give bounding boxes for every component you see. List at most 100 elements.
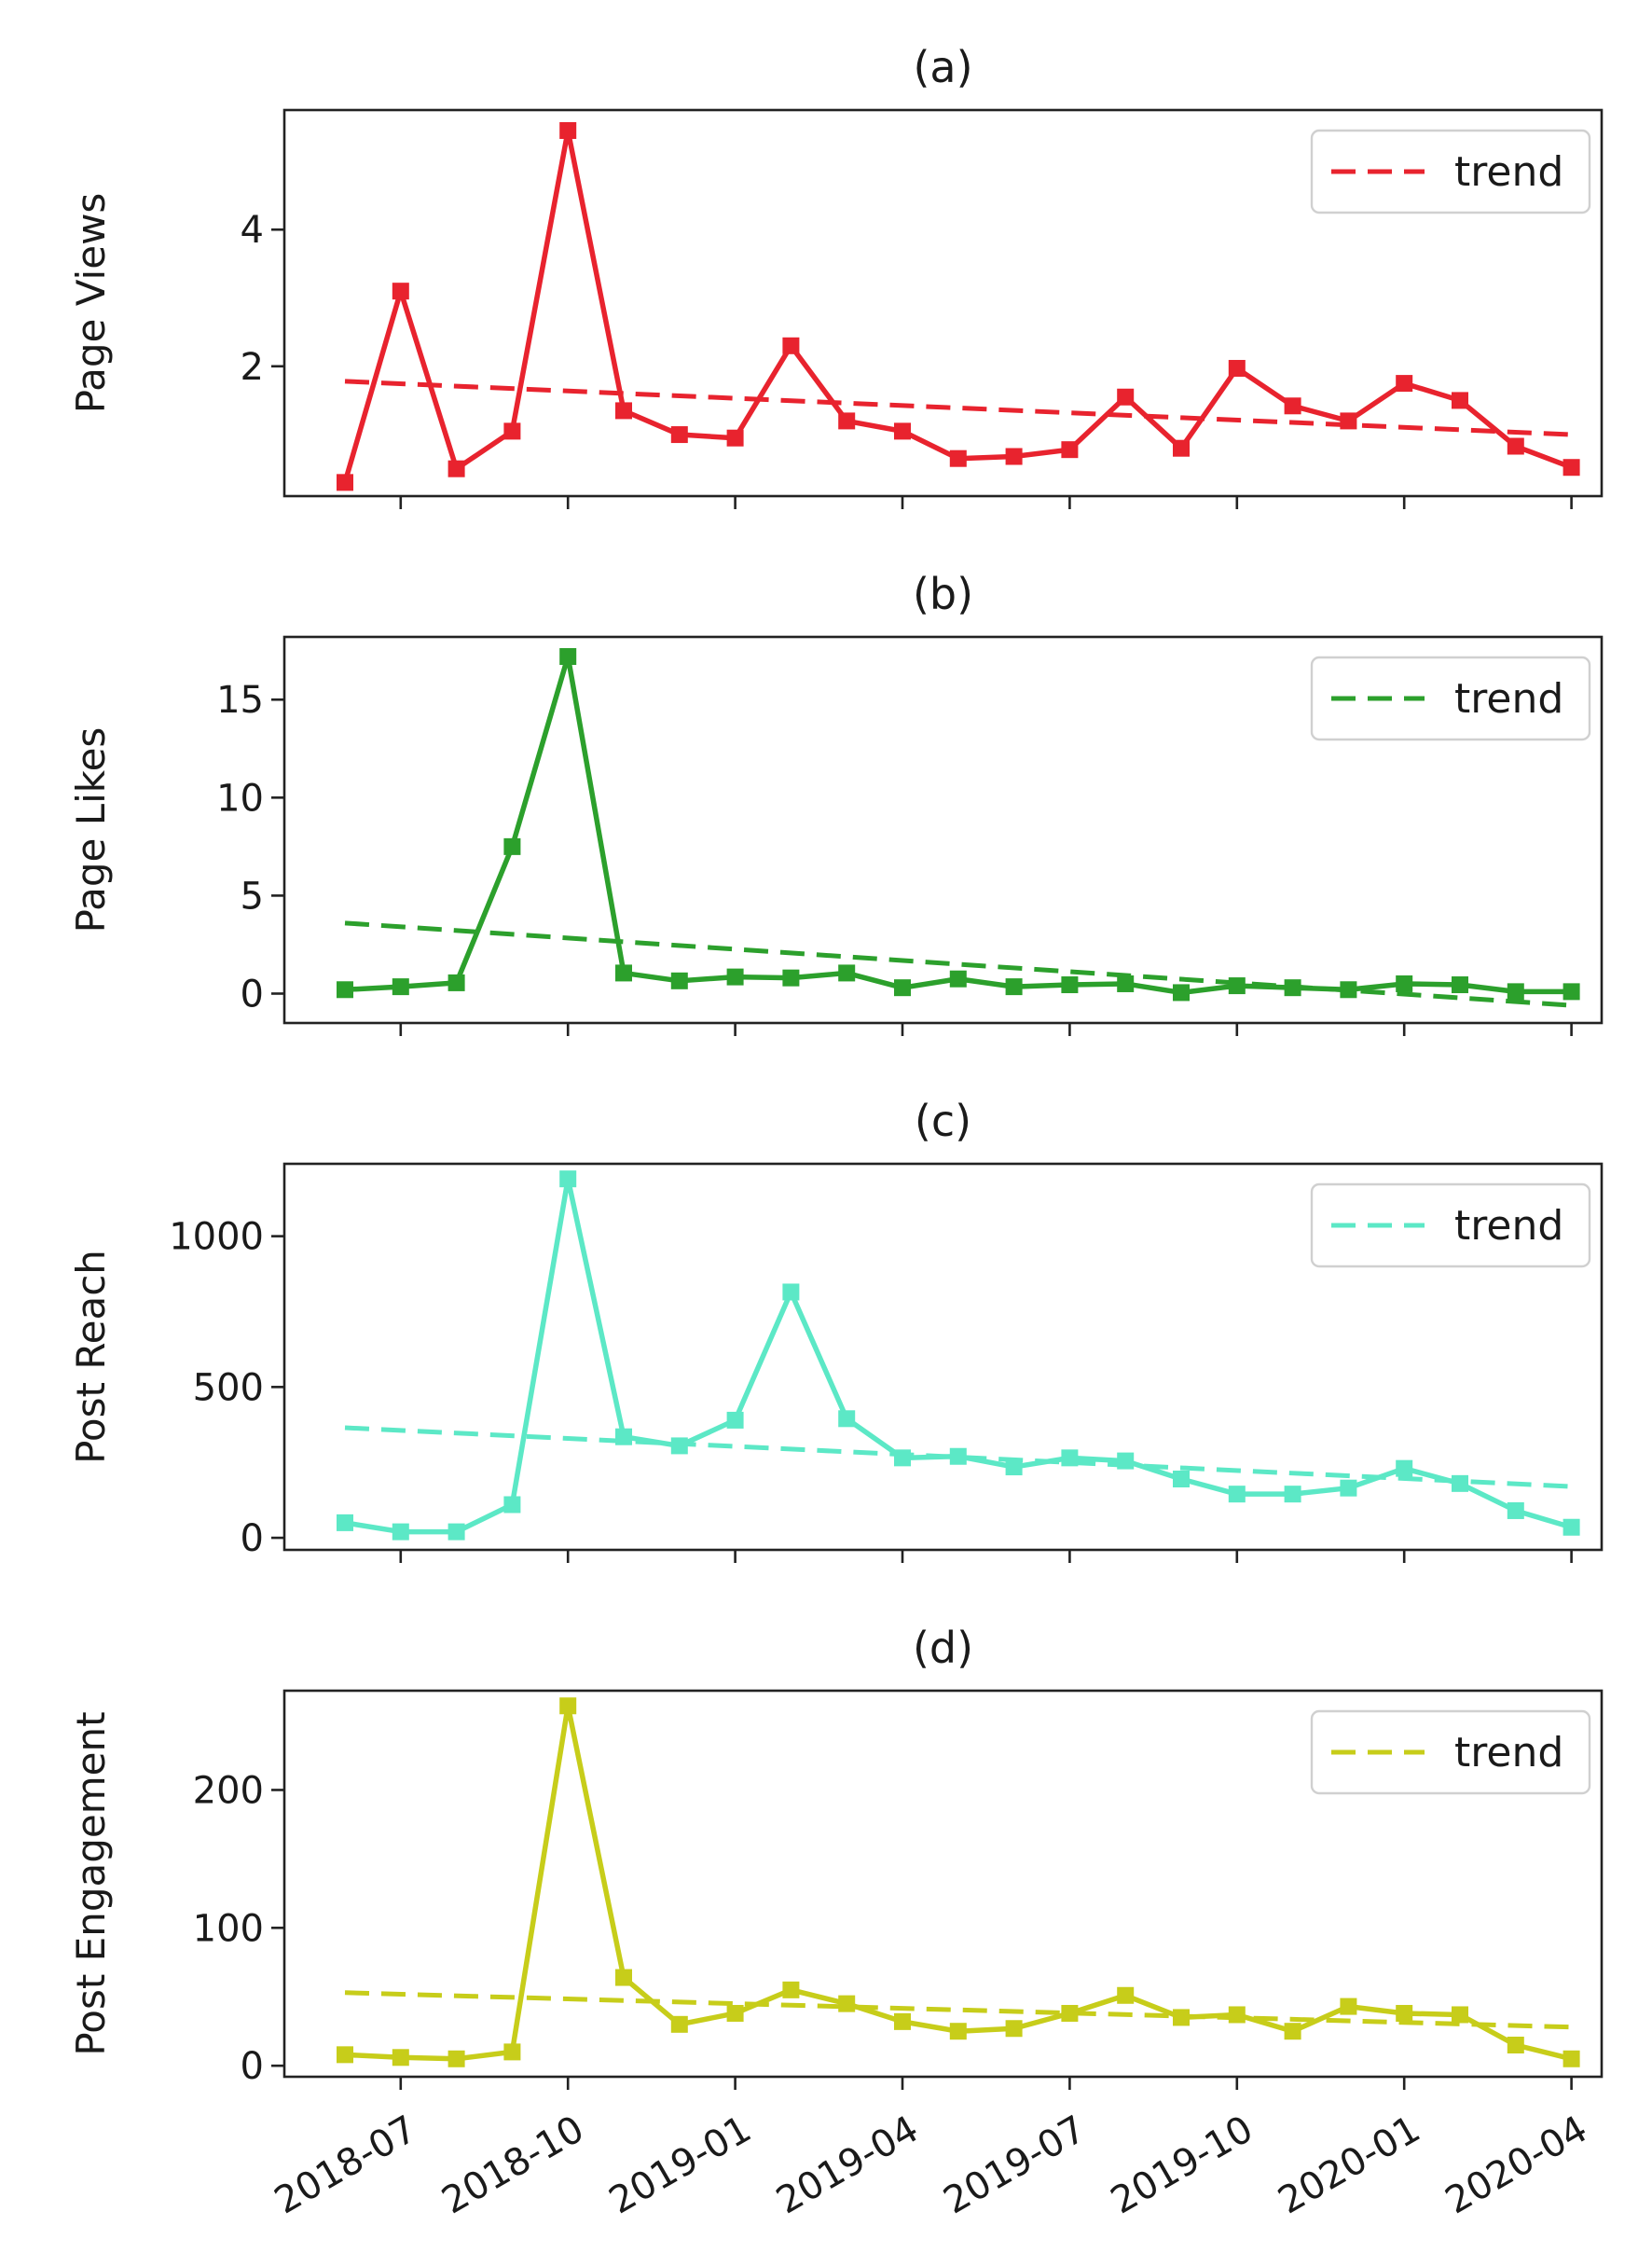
legend: trend [1310, 656, 1591, 741]
data-point [782, 969, 800, 987]
data-point [392, 283, 409, 300]
data-point [447, 1523, 465, 1541]
legend-box [1310, 129, 1591, 214]
data-point [503, 837, 521, 855]
data-point [615, 1969, 632, 1986]
data-point [782, 1981, 800, 1998]
data-point [726, 968, 744, 986]
chart-panels: (a) Page Views 2 4 trend (b) Page Likes 0 5 10 15 t… [68, 42, 1604, 2090]
legend-label: trend [1454, 148, 1563, 196]
x-tick-label: 2020-04 [1439, 2108, 1595, 2222]
data-point [894, 979, 911, 997]
data-point [1005, 2020, 1023, 2038]
axes-frame [282, 635, 1604, 1025]
data-point [1284, 1486, 1301, 1503]
trend-line [344, 1425, 1572, 1489]
panel-title: (b) [913, 569, 973, 619]
data-point [949, 970, 967, 988]
data-point [503, 1496, 521, 1514]
data-point [1340, 981, 1357, 999]
x-axis-tick-labels: 2018-07 2018-10 2019-01 2019-04 2019-07 2019-… [268, 2108, 1595, 2222]
data-point [949, 1447, 967, 1465]
panel-d: (d) Post Engagement 0 100 200 trend [68, 1623, 1604, 2090]
axes-frame [282, 1162, 1604, 1552]
data-point [1173, 2009, 1190, 2026]
y-tick-label: 500 [193, 1366, 264, 1409]
data-point [949, 449, 967, 467]
data-point [1396, 975, 1413, 992]
data-point [894, 2012, 911, 2030]
data-point [1396, 1459, 1413, 1477]
data-point [726, 2004, 744, 2022]
y-tick-label: 0 [241, 1517, 264, 1560]
data-point [1340, 412, 1357, 430]
y-tick-label: 1000 [169, 1216, 264, 1259]
data-point [1340, 1479, 1357, 1497]
data-point [1228, 2006, 1246, 2024]
data-point [1284, 979, 1301, 997]
x-tick-label: 2019-10 [1104, 2108, 1260, 2222]
panel-c: (c) Post Reach 0 500 1000 trend [68, 1096, 1604, 1563]
y-tick-label: 200 [193, 1769, 264, 1812]
data-point [1507, 2036, 1524, 2053]
data-point [1507, 983, 1524, 1001]
data-point [1228, 977, 1246, 995]
x-tick-label: 2018-10 [434, 2108, 591, 2222]
trend-line [344, 379, 1572, 437]
data-point [1228, 1486, 1246, 1503]
data-point [559, 121, 577, 139]
data-point [337, 981, 353, 999]
data-point [392, 978, 409, 996]
data-point [838, 1995, 856, 2012]
data-point [615, 402, 632, 420]
y-axis-label: Page Likes [68, 727, 114, 933]
x-tick-label: 2020-01 [1271, 2108, 1427, 2222]
data-point [1452, 1474, 1468, 1492]
data-point [1117, 388, 1135, 406]
data-point [1061, 976, 1079, 994]
data-point [1173, 1470, 1190, 1487]
data-point [1061, 2004, 1079, 2022]
data-point [1563, 1518, 1580, 1536]
legend: trend [1310, 1182, 1591, 1268]
data-point [1507, 1501, 1524, 1519]
data-point [726, 1411, 744, 1429]
data-point [1284, 2023, 1301, 2040]
data-point [1452, 2006, 1468, 2024]
data-point [838, 964, 856, 982]
data-point [1117, 1986, 1135, 2004]
data-point [615, 964, 632, 982]
data-point [1340, 1997, 1357, 2015]
data-point [949, 2023, 967, 2040]
y-tick-label: 4 [241, 209, 264, 252]
data-point [894, 1449, 911, 1467]
panel-title: (a) [913, 42, 972, 92]
data-point [503, 422, 521, 440]
axes-frame [282, 1689, 1604, 2079]
data-point [1173, 984, 1190, 1002]
data-point [392, 1523, 409, 1541]
y-tick-label: 10 [216, 777, 264, 820]
panel-title: (d) [913, 1623, 973, 1673]
axes-frame [282, 108, 1604, 498]
data-point [559, 648, 577, 666]
panel-a: (a) Page Views 2 4 trend [68, 42, 1604, 509]
data-point [1117, 975, 1135, 992]
y-axis-label: Post Engagement [68, 1711, 114, 2055]
data-point [1563, 2050, 1580, 2067]
legend: trend [1310, 1709, 1591, 1795]
data-point [1228, 359, 1246, 377]
data-point [782, 1283, 800, 1301]
panel-b: (b) Page Likes 0 5 10 15 trend [68, 569, 1604, 1036]
data-point [670, 972, 688, 989]
data-point [392, 2049, 409, 2067]
x-tick-label: 2019-07 [937, 2108, 1094, 2222]
y-tick-label: 5 [241, 875, 264, 918]
data-point [1452, 976, 1468, 994]
trend-line [344, 1990, 1572, 2030]
data-point [1563, 983, 1580, 1001]
data-point [1284, 397, 1301, 415]
y-tick-label: 2 [241, 346, 264, 389]
data-point [337, 474, 353, 491]
